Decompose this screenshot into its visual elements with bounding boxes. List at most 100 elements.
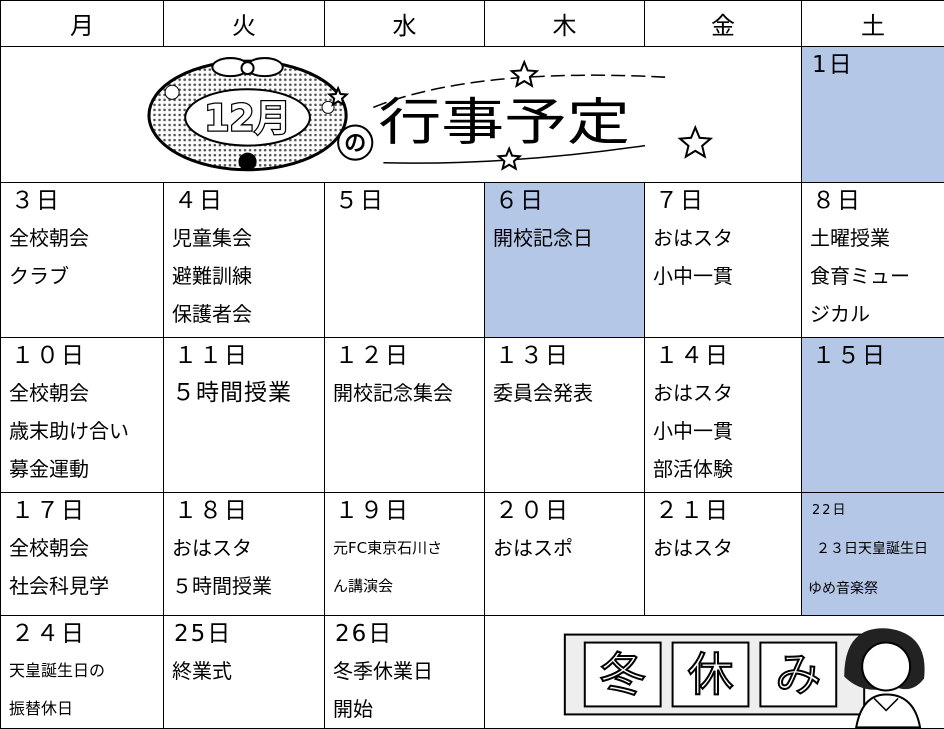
date: ２４日 [1, 616, 163, 652]
event: おはスポ [485, 529, 644, 567]
event: 避難訓練 [164, 257, 324, 295]
day-cell: １２日開校記念集会 [325, 337, 485, 492]
art-cell: 12月 の 行事予定 [1, 47, 802, 183]
event: 小中一貫 [645, 257, 801, 295]
event: 開校記念集会 [325, 374, 484, 412]
day-cell: １９日元FC東京石川さん講演会 [325, 492, 485, 615]
day-cell: ５日 [325, 182, 485, 337]
event: 募金運動 [1, 450, 163, 488]
star [499, 149, 520, 169]
sign-char: 休 [688, 647, 734, 701]
date: ８日 [802, 183, 944, 219]
date: １８日 [164, 493, 324, 529]
event: 開始 [325, 690, 484, 728]
weekday-row: 月火水木金土 [1, 1, 944, 47]
date: １１日 [164, 338, 324, 374]
art-cell: 冬 休 み [485, 615, 944, 728]
date: ３日 [1, 183, 163, 219]
girl-face [862, 642, 910, 690]
event: 全校朝会 [1, 529, 163, 567]
title-text: 行事予定 [378, 93, 630, 152]
event: 元FC東京石川さ [325, 529, 484, 567]
event: おはスタ [645, 219, 801, 257]
ornament [239, 153, 257, 171]
day-cell: １０日全校朝会歳末助け合い募金運動 [1, 337, 164, 492]
event: ゆめ音楽祭 [802, 569, 944, 609]
date: ７日 [645, 183, 801, 219]
day-cell: ２０日おはスポ [485, 492, 645, 615]
date: ６日 [485, 183, 644, 219]
sign-char: み [775, 647, 821, 701]
event: ん講演会 [325, 567, 484, 605]
event: 小中一貫 [645, 412, 801, 450]
event: 歳末助け合い [1, 412, 163, 450]
weekday: 金 [645, 1, 802, 47]
event: 土曜授業 [802, 219, 944, 257]
day-cell: １５日 [802, 337, 944, 492]
event: おはスタ [645, 374, 801, 412]
month-text: 12月 [204, 97, 291, 140]
event: 全校朝会 [1, 219, 163, 257]
date: 26日 [325, 616, 484, 652]
date: １０日 [1, 338, 163, 374]
event: 終業式 [164, 652, 324, 690]
day-cell: １４日おはスタ小中一貫部活体験 [645, 337, 802, 492]
date: １４日 [645, 338, 801, 374]
date: １３日 [485, 338, 644, 374]
event: 全校朝会 [1, 374, 163, 412]
day-cell: ６日開校記念日 [485, 182, 645, 337]
no-text: の [344, 131, 366, 157]
date: ５日 [325, 183, 484, 219]
day-cell: ３日全校朝会クラブ [1, 182, 164, 337]
event: 部活体験 [645, 450, 801, 488]
day-cell: ８日土曜授業食育ミュージカル [802, 182, 944, 337]
event: ５時間授業 [164, 374, 324, 412]
day-cell: 25日終業式 [164, 615, 325, 728]
date: １７日 [1, 493, 163, 529]
day-cell: ２１日おはスタ [645, 492, 802, 615]
event: ５時間授業 [164, 567, 324, 605]
date: 25日 [164, 616, 324, 652]
weekday: 火 [164, 1, 325, 47]
event: 社会科見学 [1, 567, 163, 605]
event: 保護者会 [164, 295, 324, 333]
girl-body [856, 694, 920, 727]
date: 22日 [802, 493, 944, 529]
weekday: 土 [802, 1, 944, 47]
event: おはスタ [645, 529, 801, 567]
event: 振替休日 [1, 690, 163, 728]
star [680, 127, 711, 156]
sign-char: 冬 [600, 647, 646, 701]
event: 冬季休業日 [325, 652, 484, 690]
ornament [165, 85, 179, 99]
day-cell: ４日児童集会避難訓練保護者会 [164, 182, 325, 337]
date: １５日 [802, 338, 944, 374]
event: 児童集会 [164, 219, 324, 257]
week-row: 12月 の 行事予定 1日 [1, 47, 944, 183]
date: ２０日 [485, 493, 644, 529]
bow-knot [242, 62, 254, 74]
event: おはスタ [164, 529, 324, 567]
event: 開校記念日 [485, 219, 644, 257]
winter-art: 冬 休 み [485, 616, 944, 728]
date: ４日 [164, 183, 324, 219]
date: ２１日 [645, 493, 801, 529]
title-art: 12月 の 行事予定 [1, 47, 801, 182]
event: クラブ [1, 257, 163, 295]
date: １９日 [325, 493, 484, 529]
date: １２日 [325, 338, 484, 374]
star [512, 62, 537, 86]
day-cell: 1日 [802, 47, 944, 183]
day-cell: １３日委員会発表 [485, 337, 645, 492]
event: 天皇誕生日の [1, 652, 163, 690]
day-cell: ７日おはスタ小中一貫 [645, 182, 802, 337]
